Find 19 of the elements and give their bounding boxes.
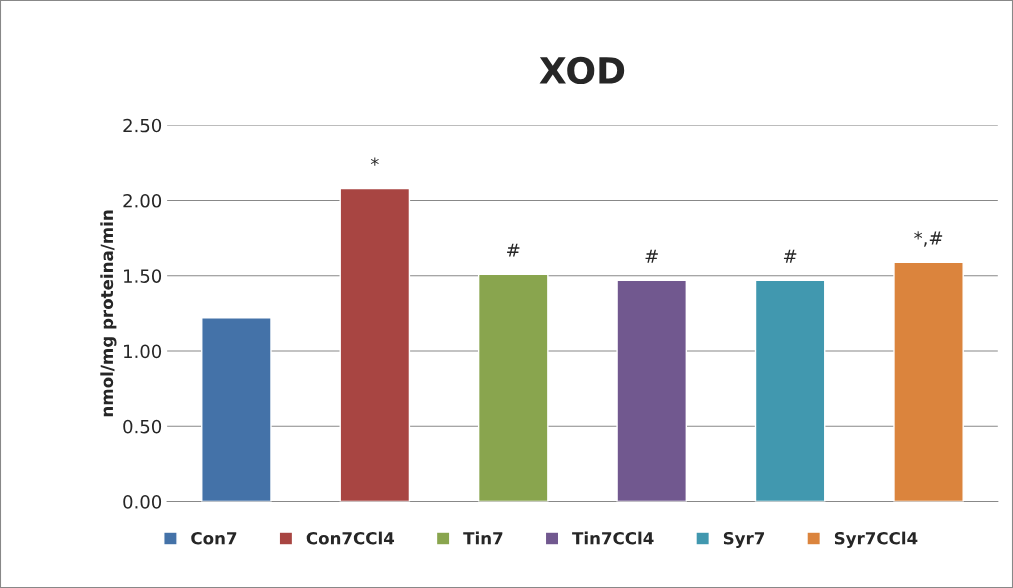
data-label: # xyxy=(507,243,520,257)
chart-title: XOD xyxy=(539,56,625,85)
y-tick-label: 0.00 xyxy=(123,495,162,509)
legend-label: Tin7CCl4 xyxy=(572,531,654,545)
legend-label: Con7 xyxy=(191,531,237,545)
y-tick-label: 1.50 xyxy=(124,269,162,283)
y-tick-label: 2.00 xyxy=(123,193,162,208)
data-label: *,# xyxy=(914,231,943,247)
y-tick-label: 0.50 xyxy=(123,419,162,434)
data-label: # xyxy=(783,249,797,263)
data-label: # xyxy=(645,249,658,263)
legend-label: Syr7 xyxy=(723,531,765,548)
legend-label: Tin7 xyxy=(463,531,503,545)
legend-label: Syr7CCl4 xyxy=(834,531,918,548)
legend-label: Con7CCl4 xyxy=(306,531,395,545)
y-axis-title: nmol/mg proteina/min xyxy=(100,210,117,417)
data-label: * xyxy=(370,157,379,166)
y-tick-label: 1.00 xyxy=(124,344,162,359)
y-tick-label: 2.50 xyxy=(123,118,162,133)
